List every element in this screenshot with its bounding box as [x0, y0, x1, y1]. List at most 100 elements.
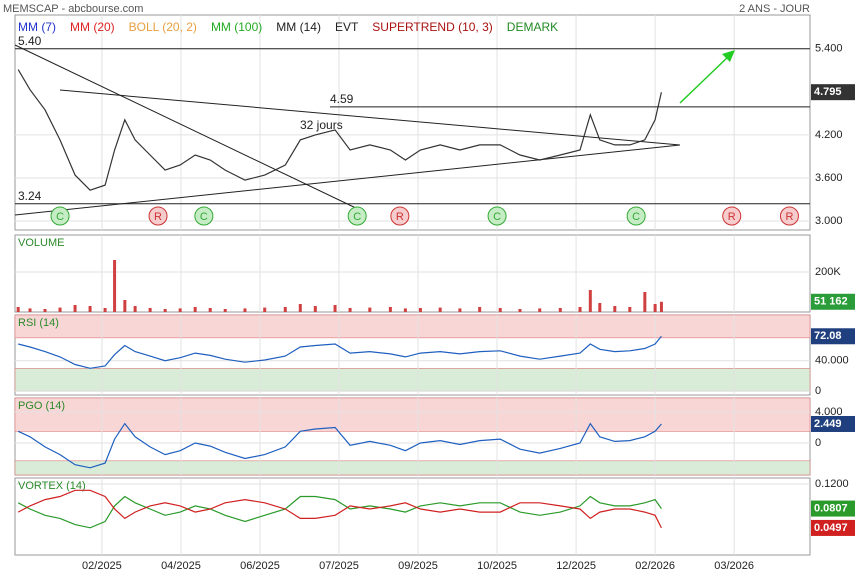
last-value-box — [811, 293, 855, 310]
x-tick-label: 04/2025 — [161, 560, 201, 572]
bar — [283, 307, 287, 312]
series-line — [18, 335, 662, 369]
panel — [14, 477, 811, 556]
last-value-label: 51 162 — [814, 296, 848, 308]
bar — [643, 292, 647, 312]
legend-item: SUPERTREND (10, 3) — [372, 20, 492, 34]
bar — [223, 309, 227, 312]
signal-label: R — [785, 211, 793, 223]
signal-label: R — [396, 211, 404, 223]
legend-item: BOLL (20, 2) — [129, 20, 197, 34]
bar — [243, 308, 247, 312]
signal — [487, 206, 507, 226]
level-label: 5.40 — [18, 34, 42, 48]
last-value-label: 0.0497 — [814, 522, 848, 534]
x-tick-label: 02/2026 — [635, 560, 675, 572]
y-tick-label: 5.400 — [815, 43, 843, 55]
bar — [498, 308, 502, 312]
chart-subtitle: 2 ANS - JOUR — [739, 3, 810, 15]
signal — [779, 206, 799, 226]
bar — [163, 309, 167, 312]
legend-item: MM (7) — [18, 20, 56, 34]
arrow — [679, 54, 731, 104]
annotation: 32 jours — [300, 118, 343, 132]
series-line — [17, 422, 662, 469]
panel — [14, 234, 811, 313]
bar — [438, 307, 442, 312]
bar — [58, 307, 62, 312]
bar — [653, 304, 657, 312]
bar — [588, 290, 592, 312]
signal-label: C — [632, 211, 640, 223]
bar — [103, 308, 107, 312]
level-label: 4.59 — [330, 92, 354, 106]
panel — [14, 14, 811, 231]
bar — [518, 309, 522, 312]
x-tick-label: 10/2025 — [477, 560, 517, 572]
bar — [148, 308, 152, 312]
bar — [16, 307, 20, 312]
signal-label: R — [728, 211, 736, 223]
level-label: 3.24 — [18, 189, 42, 203]
chart-title: MEMSCAP - abcbourse.com — [3, 3, 143, 15]
signal — [722, 206, 742, 226]
y-tick-label: 4.200 — [815, 129, 843, 141]
x-tick-label: 06/2025 — [240, 560, 280, 572]
y-tick-label: 3.000 — [815, 215, 843, 227]
bar — [28, 308, 32, 312]
bar — [208, 308, 212, 312]
signal — [194, 206, 214, 226]
x-tick-label: 03/2026 — [714, 560, 754, 572]
y-tick-label: 0 — [815, 437, 821, 449]
band — [14, 314, 811, 339]
bar — [123, 300, 127, 312]
band — [14, 397, 811, 432]
bar — [558, 308, 562, 312]
bar — [348, 308, 352, 312]
bar — [178, 308, 182, 312]
panel-title: VOLUME — [18, 237, 64, 249]
panel-title: VORTEX (14) — [18, 480, 86, 492]
bar — [88, 306, 92, 312]
last-value-label: 72.08 — [814, 330, 842, 342]
signal — [50, 206, 70, 226]
trend-line — [14, 44, 361, 211]
bar — [333, 305, 337, 312]
signal-label: C — [493, 211, 501, 223]
trend-line — [59, 89, 681, 146]
signal — [626, 206, 646, 226]
series-line — [17, 69, 662, 191]
bar — [458, 308, 462, 312]
signal-label: R — [154, 211, 162, 223]
bar — [578, 307, 582, 312]
bar — [418, 308, 422, 312]
panel-title: PGO (14) — [18, 400, 65, 412]
bar — [133, 306, 137, 312]
last-value-box — [811, 500, 855, 517]
last-value-label: 4.795 — [814, 86, 842, 98]
last-value-label: 2.449 — [814, 418, 842, 430]
signal — [148, 206, 168, 226]
bar — [368, 307, 372, 312]
y-tick-label: 40.000 — [815, 355, 849, 367]
last-value-box — [811, 84, 855, 101]
legend-item: MM (14) — [276, 20, 321, 34]
bar — [613, 306, 617, 312]
bar — [263, 307, 267, 312]
legend-item: DEMARK — [507, 20, 558, 34]
signal-label: C — [200, 211, 208, 223]
signal-label: C — [56, 211, 64, 223]
last-value-box — [811, 415, 855, 432]
bar — [478, 307, 482, 312]
background — [14, 14, 811, 556]
y-tick-label: 4.000 — [815, 406, 843, 418]
x-tick-label: 02/2025 — [82, 560, 122, 572]
bar — [193, 307, 197, 312]
signal — [347, 206, 367, 226]
bar — [73, 305, 77, 312]
arrow-head — [722, 50, 735, 62]
x-tick-label: 12/2025 — [556, 560, 596, 572]
series-line — [17, 495, 662, 529]
y-tick-label: 0.1200 — [815, 478, 849, 490]
